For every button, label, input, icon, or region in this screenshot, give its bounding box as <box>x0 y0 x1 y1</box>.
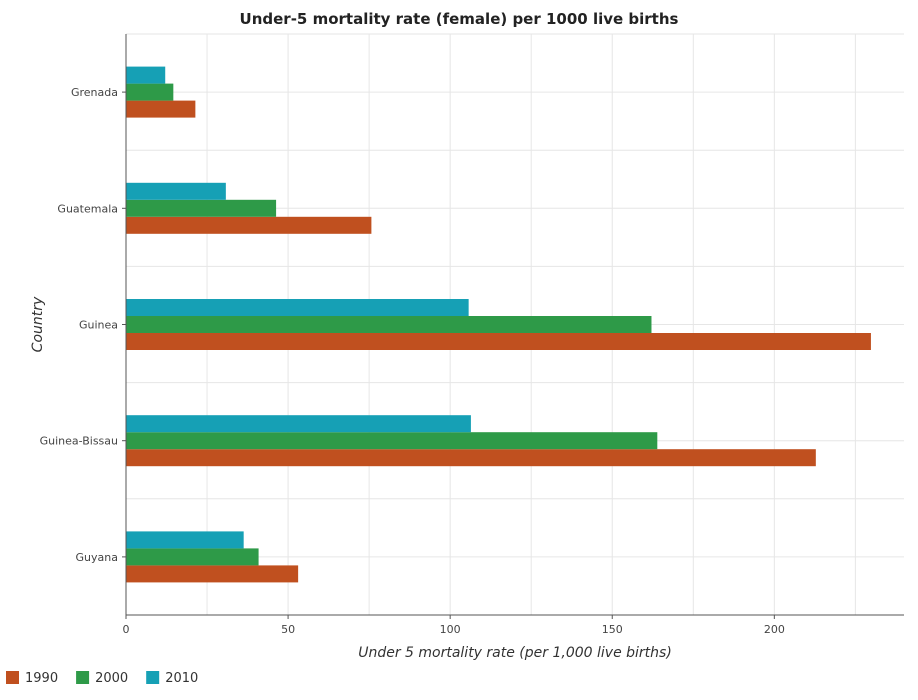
axes: 0 50 100 150 200 Grenada Guatemala Guinea Guinea… <box>30 34 904 661</box>
x-tick-label: 100 <box>440 623 461 636</box>
bar-guinea-bissau-2010 <box>126 415 471 433</box>
legend-label-2010: 2010 <box>165 671 198 686</box>
bar-guatemala-1990 <box>126 216 372 234</box>
legend-swatch-1990 <box>6 671 19 684</box>
bar-guinea-1990 <box>126 333 871 350</box>
y-tick-label-guinea-bissau: Guinea-Bissau <box>40 435 118 448</box>
x-axis-label: Under 5 mortality rate (per 1,000 live b… <box>358 645 672 661</box>
y-tick-label-grenada: Grenada <box>71 86 118 99</box>
y-tick-label-guinea: Guinea <box>79 319 118 332</box>
y-tick-label-guyana: Guyana <box>76 551 118 564</box>
bar-guyana-2010 <box>126 531 244 549</box>
y-axis-label: Country <box>30 296 46 352</box>
bar-guinea-bissau-1990 <box>126 449 816 467</box>
legend-swatch-2000 <box>76 671 90 684</box>
bar-guatemala-2010 <box>126 182 226 200</box>
bars <box>126 66 871 583</box>
legend: 1990 2000 2010 <box>6 671 198 686</box>
legend-swatch-2010 <box>146 671 160 684</box>
bar-guinea-bissau-2000 <box>126 432 658 450</box>
bar-grenada-2010 <box>126 66 166 84</box>
bar-grenada-1990 <box>126 100 196 118</box>
bar-guinea-2010 <box>126 299 469 316</box>
legend-label-1990: 1990 <box>25 671 58 686</box>
bar-guatemala-2000 <box>126 199 277 217</box>
bar-guyana-1990 <box>126 565 299 583</box>
bar-guinea-2000 <box>126 316 652 333</box>
y-tick-label-guatemala: Guatemala <box>57 202 118 215</box>
bar-grenada-2000 <box>126 83 174 101</box>
chart-title: Under-5 mortality rate (female) per 1000… <box>239 10 679 28</box>
legend-label-2000: 2000 <box>95 671 128 686</box>
x-tick-label: 200 <box>764 623 785 636</box>
x-tick-label: 150 <box>602 623 623 636</box>
bar-guyana-2000 <box>126 548 259 566</box>
x-tick-label: 0 <box>123 623 130 636</box>
x-tick-label: 50 <box>281 623 295 636</box>
